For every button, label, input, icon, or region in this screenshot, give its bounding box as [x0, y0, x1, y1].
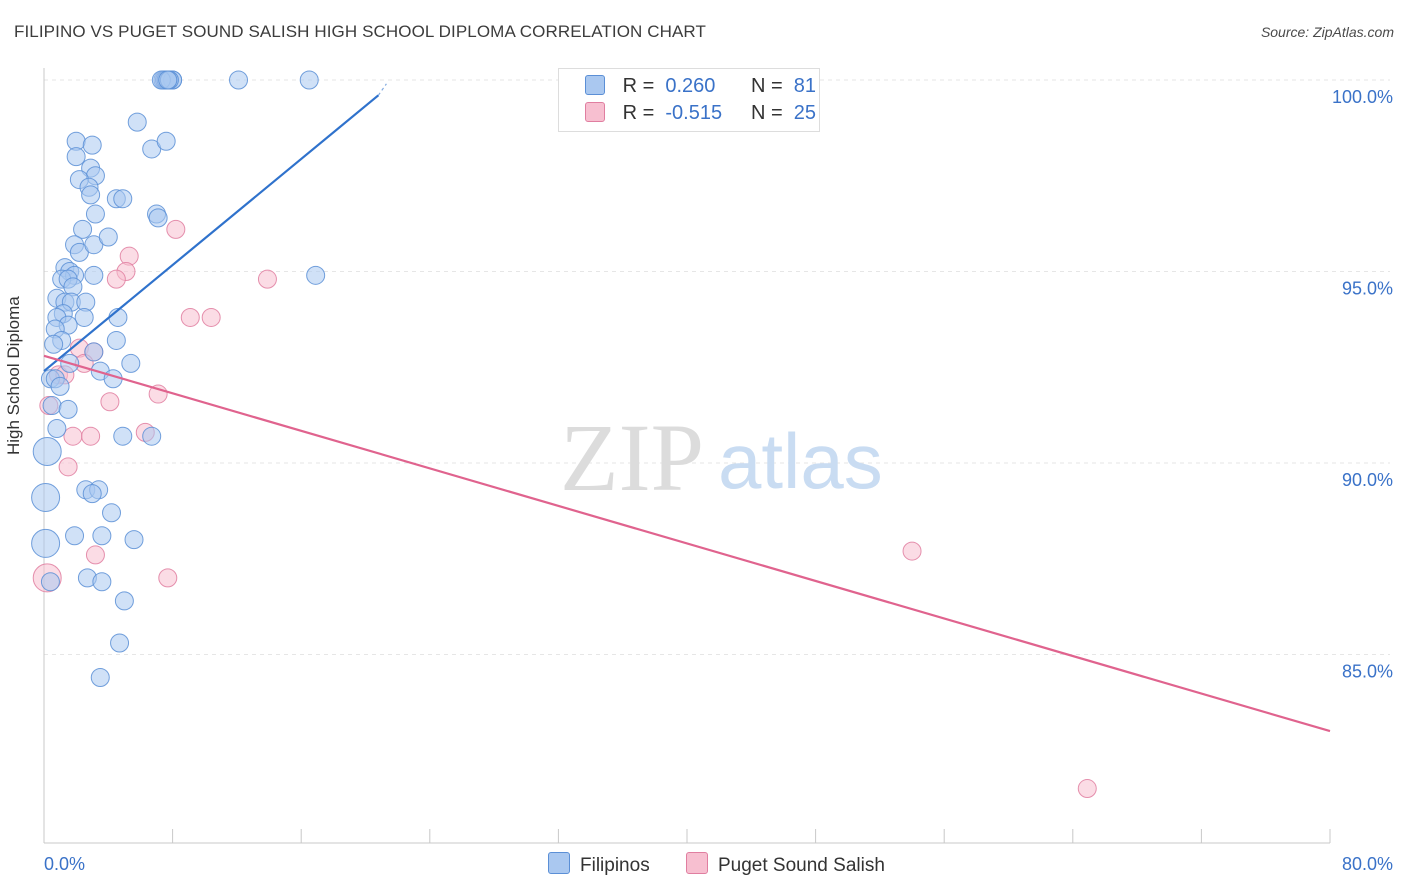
filipinos-point: [158, 70, 178, 90]
puget-sound-salish-point: [166, 219, 186, 239]
filipinos-point: [106, 330, 126, 350]
y-tick-label: 85.0%: [1342, 662, 1393, 682]
legend-r-label: R =: [622, 75, 655, 97]
correlation-legend: R = 0.260 N = 81 R = -0.515 N = 25: [558, 68, 820, 132]
x-tick-label-max: 80.0%: [1342, 854, 1393, 874]
legend-n-value: 25: [793, 102, 816, 124]
filipinos-point: [90, 667, 110, 687]
filipinos-point: [92, 526, 112, 546]
puget-sound-salish-point: [158, 568, 178, 588]
filipinos-point: [142, 426, 162, 446]
filipinos-point: [84, 342, 104, 362]
filipinos-point: [113, 189, 133, 209]
legend-row-filipinos: R = 0.260 N = 81: [585, 75, 816, 98]
filipinos-point: [40, 572, 60, 592]
filipinos-point: [148, 208, 168, 228]
filipinos-point: [121, 353, 141, 373]
filipinos-points: [31, 70, 326, 687]
filipinos-point: [31, 482, 61, 512]
filipinos-point: [47, 419, 67, 439]
filipinos-point: [42, 396, 62, 416]
bottom-legend-label: Puget Sound Salish: [718, 855, 885, 876]
legend-swatch-puget-sound-salish: [585, 102, 605, 122]
filipinos-point: [114, 591, 134, 611]
legend-r-value: -0.515: [665, 102, 723, 124]
source-label: Source: ZipAtlas.com: [1260, 24, 1394, 40]
bottom-legend-puget-sound-salish: Puget Sound Salish: [686, 852, 885, 877]
puget-sound-salish-point: [902, 541, 922, 561]
filipinos-point: [82, 484, 102, 504]
filipinos-point: [73, 219, 93, 239]
bottom-legend-label: Filipinos: [580, 855, 650, 876]
watermark-atlas: atlas: [718, 417, 883, 505]
filipinos-trend-extension: [377, 83, 387, 96]
filipinos-point: [32, 437, 62, 467]
legend-n-label: N =: [750, 102, 783, 124]
legend-r-label: R =: [622, 102, 655, 124]
y-tick-label: 100.0%: [1332, 87, 1393, 107]
filipinos-point: [74, 307, 94, 327]
filipinos-point: [156, 131, 176, 151]
legend-r-value: 0.260: [665, 75, 716, 97]
filipinos-point: [82, 135, 102, 155]
filipinos-point: [299, 70, 319, 90]
legend-swatch-filipinos: [585, 75, 605, 95]
filipinos-point: [31, 528, 61, 558]
chart-title: FILIPINO VS PUGET SOUND SALISH HIGH SCHO…: [14, 22, 706, 41]
puget-sound-salish-point: [81, 426, 101, 446]
filipinos-point: [58, 399, 78, 419]
watermark-zip: ZIP: [560, 404, 704, 511]
filipinos-point: [127, 112, 147, 132]
puget-sound-salish-point: [100, 392, 120, 412]
filipinos-point: [306, 265, 326, 285]
puget-sound-salish-point: [257, 269, 277, 289]
filipinos-point: [81, 185, 101, 205]
tick-labels: 100.0% 95.0% 90.0% 85.0% 0.0% 80.0%: [44, 87, 1393, 874]
filipinos-point: [66, 147, 86, 167]
puget-sound-salish-point: [58, 457, 78, 477]
filipinos-point: [98, 227, 118, 247]
watermark: ZIP atlas: [560, 404, 883, 511]
puget-sound-salish-point: [1077, 779, 1097, 799]
legend-row-puget-sound-salish: R = -0.515 N = 25: [585, 102, 816, 125]
y-tick-label: 90.0%: [1342, 470, 1393, 490]
bottom-legend-swatch-filipinos: [548, 852, 570, 874]
puget-sound-salish-point: [119, 246, 139, 266]
puget-sound-salish-point: [180, 307, 200, 327]
legend-n-label: N =: [750, 75, 783, 97]
gridlines: [44, 79, 1390, 655]
filipinos-point: [229, 70, 249, 90]
filipinos-trend-line: [43, 94, 380, 372]
trend-lines: [43, 83, 1331, 733]
y-tick-label: 95.0%: [1342, 279, 1393, 299]
filipinos-point: [102, 503, 122, 523]
puget-sound-salish-point: [85, 545, 105, 565]
puget-sound-salish-point: [106, 269, 126, 289]
filipinos-point: [85, 204, 105, 224]
y-axis-label: High School Diploma: [4, 296, 23, 455]
bottom-legend-filipinos: Filipinos: [548, 852, 650, 877]
x-tick-label-min: 0.0%: [44, 854, 85, 874]
legend-n-value: 81: [793, 75, 816, 97]
puget-sound-salish-trend-line: [43, 354, 1331, 733]
filipinos-point: [50, 376, 70, 396]
puget-sound-salish-point: [63, 426, 83, 446]
bottom-legend-swatch-puget: [686, 852, 708, 874]
filipinos-point: [113, 426, 133, 446]
puget-sound-salish-point: [201, 307, 221, 327]
filipinos-point: [110, 633, 130, 653]
filipinos-point: [92, 572, 112, 592]
filipinos-point: [44, 334, 64, 354]
filipinos-point: [124, 530, 144, 550]
filipinos-point: [65, 526, 85, 546]
filipinos-point: [84, 265, 104, 285]
